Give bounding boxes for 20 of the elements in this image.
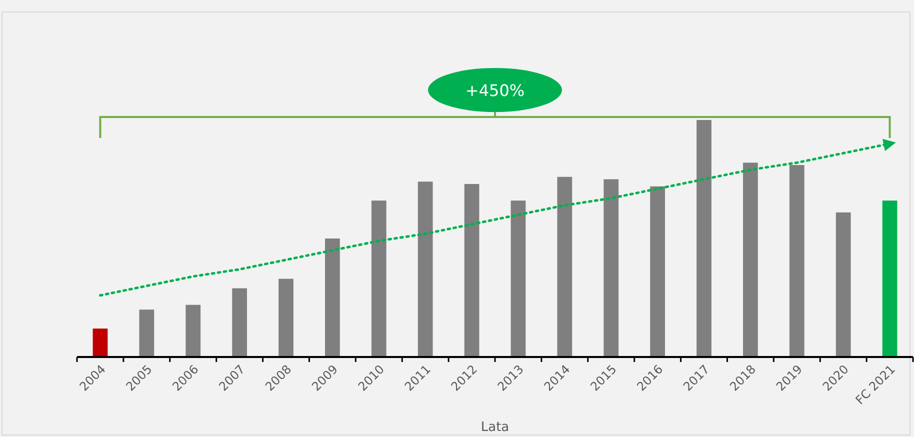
bar	[278, 278, 294, 357]
bar	[92, 328, 108, 357]
bar	[464, 184, 480, 357]
bar	[696, 120, 712, 357]
text: +450%	[465, 81, 525, 100]
bar	[836, 212, 851, 357]
bar	[139, 310, 154, 357]
bar	[604, 179, 619, 357]
bar	[789, 165, 804, 357]
bar	[650, 186, 665, 357]
bar	[371, 200, 386, 357]
bar	[232, 288, 247, 357]
x-axis-title: Lata	[480, 420, 510, 435]
bar	[325, 238, 340, 357]
bar	[882, 200, 898, 357]
bar	[186, 304, 201, 357]
bar	[743, 162, 758, 357]
bar	[510, 200, 526, 357]
bar	[557, 176, 572, 357]
bar	[418, 182, 433, 357]
